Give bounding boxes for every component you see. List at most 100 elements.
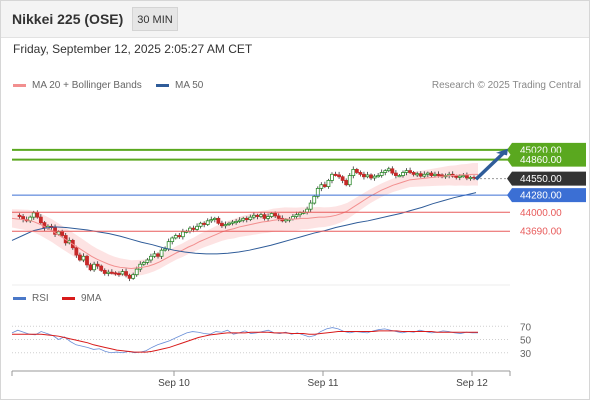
candle: [81, 255, 86, 261]
legend-ma20-label: MA 20 + Bollinger Bands: [32, 80, 142, 91]
candle: [60, 231, 65, 236]
candle: [273, 213, 278, 217]
candle: [230, 221, 235, 224]
legend-rsi-label: RSI: [32, 293, 49, 304]
candle: [358, 172, 363, 175]
candle: [156, 253, 160, 257]
candle: [191, 227, 196, 230]
candle: [212, 217, 217, 220]
level-label: 44860.00: [520, 155, 562, 166]
ma20-line: [11, 173, 478, 270]
candle: [347, 175, 352, 186]
rsi-tick-label: 30: [520, 349, 532, 360]
candle: [244, 217, 249, 220]
ma50-swatch: [156, 84, 169, 87]
candle: [283, 219, 288, 222]
candle: [127, 274, 132, 279]
candle: [120, 271, 125, 275]
candle: [56, 231, 61, 235]
legend-9ma-label: 9MA: [81, 293, 102, 304]
candle: [408, 170, 412, 173]
candle: [330, 173, 334, 181]
candle: [322, 184, 327, 187]
candle: [241, 217, 246, 221]
candle: [276, 215, 281, 219]
arrow-shaft: [474, 152, 505, 181]
candle: [95, 263, 100, 267]
candle: [454, 175, 459, 178]
x-tick-label: Sep 11: [308, 378, 339, 389]
candle: [461, 175, 466, 178]
candle: [362, 173, 366, 178]
candle: [38, 216, 43, 224]
candle: [266, 216, 270, 219]
candle: [106, 271, 111, 274]
legend-ma20: MA 20 + Bollinger Bands: [13, 80, 142, 91]
level-tag: [507, 171, 586, 186]
candle: [134, 268, 139, 276]
arrow-head: [496, 148, 508, 156]
candle: [376, 175, 381, 178]
candle: [418, 173, 423, 177]
candle: [333, 173, 338, 176]
candle: [259, 214, 263, 217]
candle: [145, 259, 150, 263]
candle: [177, 235, 182, 238]
candle: [152, 253, 157, 257]
candle: [351, 169, 356, 176]
candle: [369, 174, 373, 179]
level-tag: [507, 152, 586, 167]
candle: [149, 255, 153, 261]
candle: [31, 212, 36, 218]
candle: [198, 222, 203, 227]
candle: [404, 170, 409, 173]
legend-ma50: MA 50: [156, 80, 203, 91]
candle: [411, 172, 416, 175]
candle: [383, 170, 388, 173]
timeframe-button[interactable]: 30 MIN: [132, 7, 178, 31]
candle: [216, 217, 221, 224]
x-tick-label: Sep 12: [456, 378, 488, 389]
candle: [209, 219, 214, 222]
candle: [180, 231, 185, 238]
rsi-swatch: [13, 297, 26, 300]
candle: [173, 235, 178, 239]
candle: [113, 272, 118, 275]
candle: [319, 184, 324, 189]
candle: [337, 174, 341, 178]
candle: [99, 265, 104, 271]
candle: [429, 172, 434, 176]
chart-title: Nikkei 225 (OSE): [12, 11, 124, 27]
candle: [340, 176, 345, 181]
candle: [326, 180, 331, 187]
candle: [354, 169, 359, 173]
legend-ma50-label: MA 50: [175, 80, 204, 91]
candle: [138, 263, 143, 270]
candle: [308, 202, 313, 210]
candle: [390, 168, 395, 174]
candle: [163, 248, 168, 251]
candle: [457, 175, 462, 178]
candle: [425, 172, 430, 175]
candle: [294, 214, 299, 217]
ma20-swatch: [13, 84, 26, 87]
candle: [464, 175, 469, 179]
legend-9ma: 9MA: [62, 293, 102, 304]
candle: [223, 224, 228, 227]
candle: [220, 222, 224, 227]
candle: [117, 273, 121, 276]
candle: [433, 173, 437, 176]
candle: [85, 255, 89, 266]
candle: [422, 173, 427, 177]
candle: [468, 176, 473, 179]
level-tag: [507, 188, 586, 203]
candle: [234, 221, 239, 224]
candle: [251, 214, 256, 218]
candle: [393, 172, 398, 176]
candle: [109, 271, 114, 274]
candle: [17, 214, 22, 217]
credit-label: Research © 2025 Trading Central: [431, 80, 581, 91]
candle: [379, 172, 384, 176]
candle: [415, 173, 420, 176]
